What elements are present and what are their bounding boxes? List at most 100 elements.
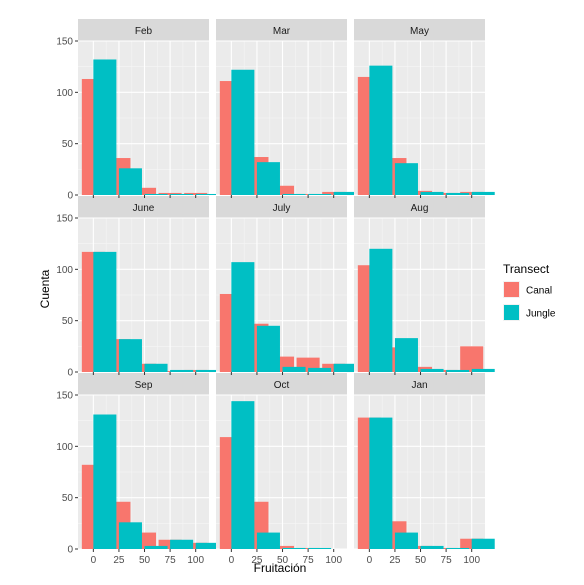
bar-jungle [93, 251, 117, 372]
facet-strip [78, 373, 209, 395]
bar-jungle [420, 368, 444, 372]
x-tick-label: 75 [441, 555, 453, 566]
facet-panel: Aug [354, 196, 495, 373]
y-tick-label: 0 [67, 368, 73, 379]
bar-jungle [144, 363, 168, 372]
bar-jungle [231, 262, 255, 372]
legend-key-canal [504, 282, 519, 297]
bar-jungle [256, 532, 280, 549]
bar-jungle [394, 532, 418, 549]
bar-jungle [144, 193, 168, 195]
bar-jungle [118, 339, 142, 372]
x-tick-label: 50 [415, 555, 427, 566]
bar-jungle [231, 69, 255, 195]
facet-strip [78, 196, 209, 218]
bar-jungle [471, 191, 495, 195]
bar-jungle [394, 163, 418, 195]
bar-jungle [446, 192, 470, 195]
bar-canal [460, 346, 484, 372]
y-axis-title: Cuenta [38, 269, 52, 308]
bar-jungle [282, 193, 306, 195]
facet-panel: Sep [78, 373, 219, 550]
y-tick-label: 50 [62, 316, 74, 327]
facet-label: May [410, 26, 429, 37]
bar-jungle [170, 193, 194, 195]
facet-strip [216, 373, 347, 395]
bar-canal [271, 185, 295, 195]
bar-jungle [308, 547, 332, 549]
facet-strip [216, 19, 347, 41]
legend-key-jungle [504, 305, 519, 320]
panels-layer: Feb Mar May June July Aug Sep Oct Jan [78, 19, 495, 550]
legend: Transect Canal Jungle [503, 262, 556, 321]
bar-jungle [256, 325, 280, 372]
facet-panel: Jan [354, 373, 495, 550]
y-tick-label: 150 [56, 214, 73, 225]
bar-jungle [170, 539, 194, 549]
y-tick-label: 150 [56, 37, 73, 48]
facet-panel: Oct [216, 373, 347, 550]
bar-jungle [144, 545, 168, 549]
facet-panel: Mar [216, 19, 357, 196]
facet-strip [354, 19, 485, 41]
bar-jungle [170, 369, 194, 372]
x-axis-title: Fruitación [254, 561, 307, 575]
bar-jungle [471, 368, 495, 372]
bar-jungle [471, 538, 495, 549]
facet-label: Jan [411, 380, 427, 391]
facet-label: June [133, 203, 155, 214]
legend-label: Canal [526, 286, 552, 297]
axes-layer: 0 50 100 150 0 50 100 150 0 50 100 150 0 25 50 75 100 0 25… [56, 37, 480, 567]
bar-canal [271, 545, 295, 549]
facet-panel: Feb [78, 19, 219, 196]
bar-jungle [446, 369, 470, 372]
facet-strip [354, 196, 485, 218]
bar-jungle [420, 191, 444, 195]
y-tick-label: 50 [62, 139, 74, 150]
bar-jungle [118, 168, 142, 195]
bar-jungle [369, 65, 393, 195]
facet-panel: May [354, 19, 495, 196]
facet-label: Mar [273, 26, 291, 37]
x-tick-label: 25 [389, 555, 401, 566]
y-tick-label: 0 [67, 545, 73, 556]
bar-jungle [308, 193, 332, 195]
legend-label: Jungle [526, 309, 556, 320]
bar-jungle [333, 363, 357, 372]
facet-label: Aug [411, 203, 429, 214]
x-tick-label: 50 [277, 555, 289, 566]
x-tick-label: 100 [187, 555, 204, 566]
facet-strip [354, 373, 485, 395]
y-tick-label: 50 [62, 493, 74, 504]
facet-label: July [273, 203, 291, 214]
x-tick-label: 25 [251, 555, 263, 566]
bar-jungle [394, 338, 418, 372]
x-tick-label: 75 [165, 555, 177, 566]
x-tick-label: 0 [367, 555, 373, 566]
bar-jungle [195, 193, 219, 195]
facet-label: Sep [135, 380, 153, 391]
x-tick-label: 100 [325, 555, 342, 566]
facet-panel: June [78, 196, 219, 373]
bar-jungle [231, 401, 255, 549]
bar-jungle [195, 369, 219, 372]
x-tick-label: 50 [139, 555, 151, 566]
bar-jungle [369, 248, 393, 372]
bar-jungle [282, 366, 306, 372]
bar-jungle [195, 542, 219, 549]
bar-jungle [93, 59, 117, 196]
legend-title: Transect [503, 262, 550, 276]
bar-jungle [420, 545, 444, 549]
facet-strip [216, 196, 347, 218]
y-tick-label: 0 [67, 191, 73, 202]
facet-strip [78, 19, 209, 41]
facet-label: Oct [274, 380, 290, 391]
x-tick-label: 25 [113, 555, 125, 566]
y-tick-label: 100 [56, 442, 73, 453]
bar-jungle [256, 162, 280, 195]
y-tick-label: 150 [56, 391, 73, 402]
y-tick-label: 100 [56, 88, 73, 99]
bar-jungle [282, 547, 306, 549]
